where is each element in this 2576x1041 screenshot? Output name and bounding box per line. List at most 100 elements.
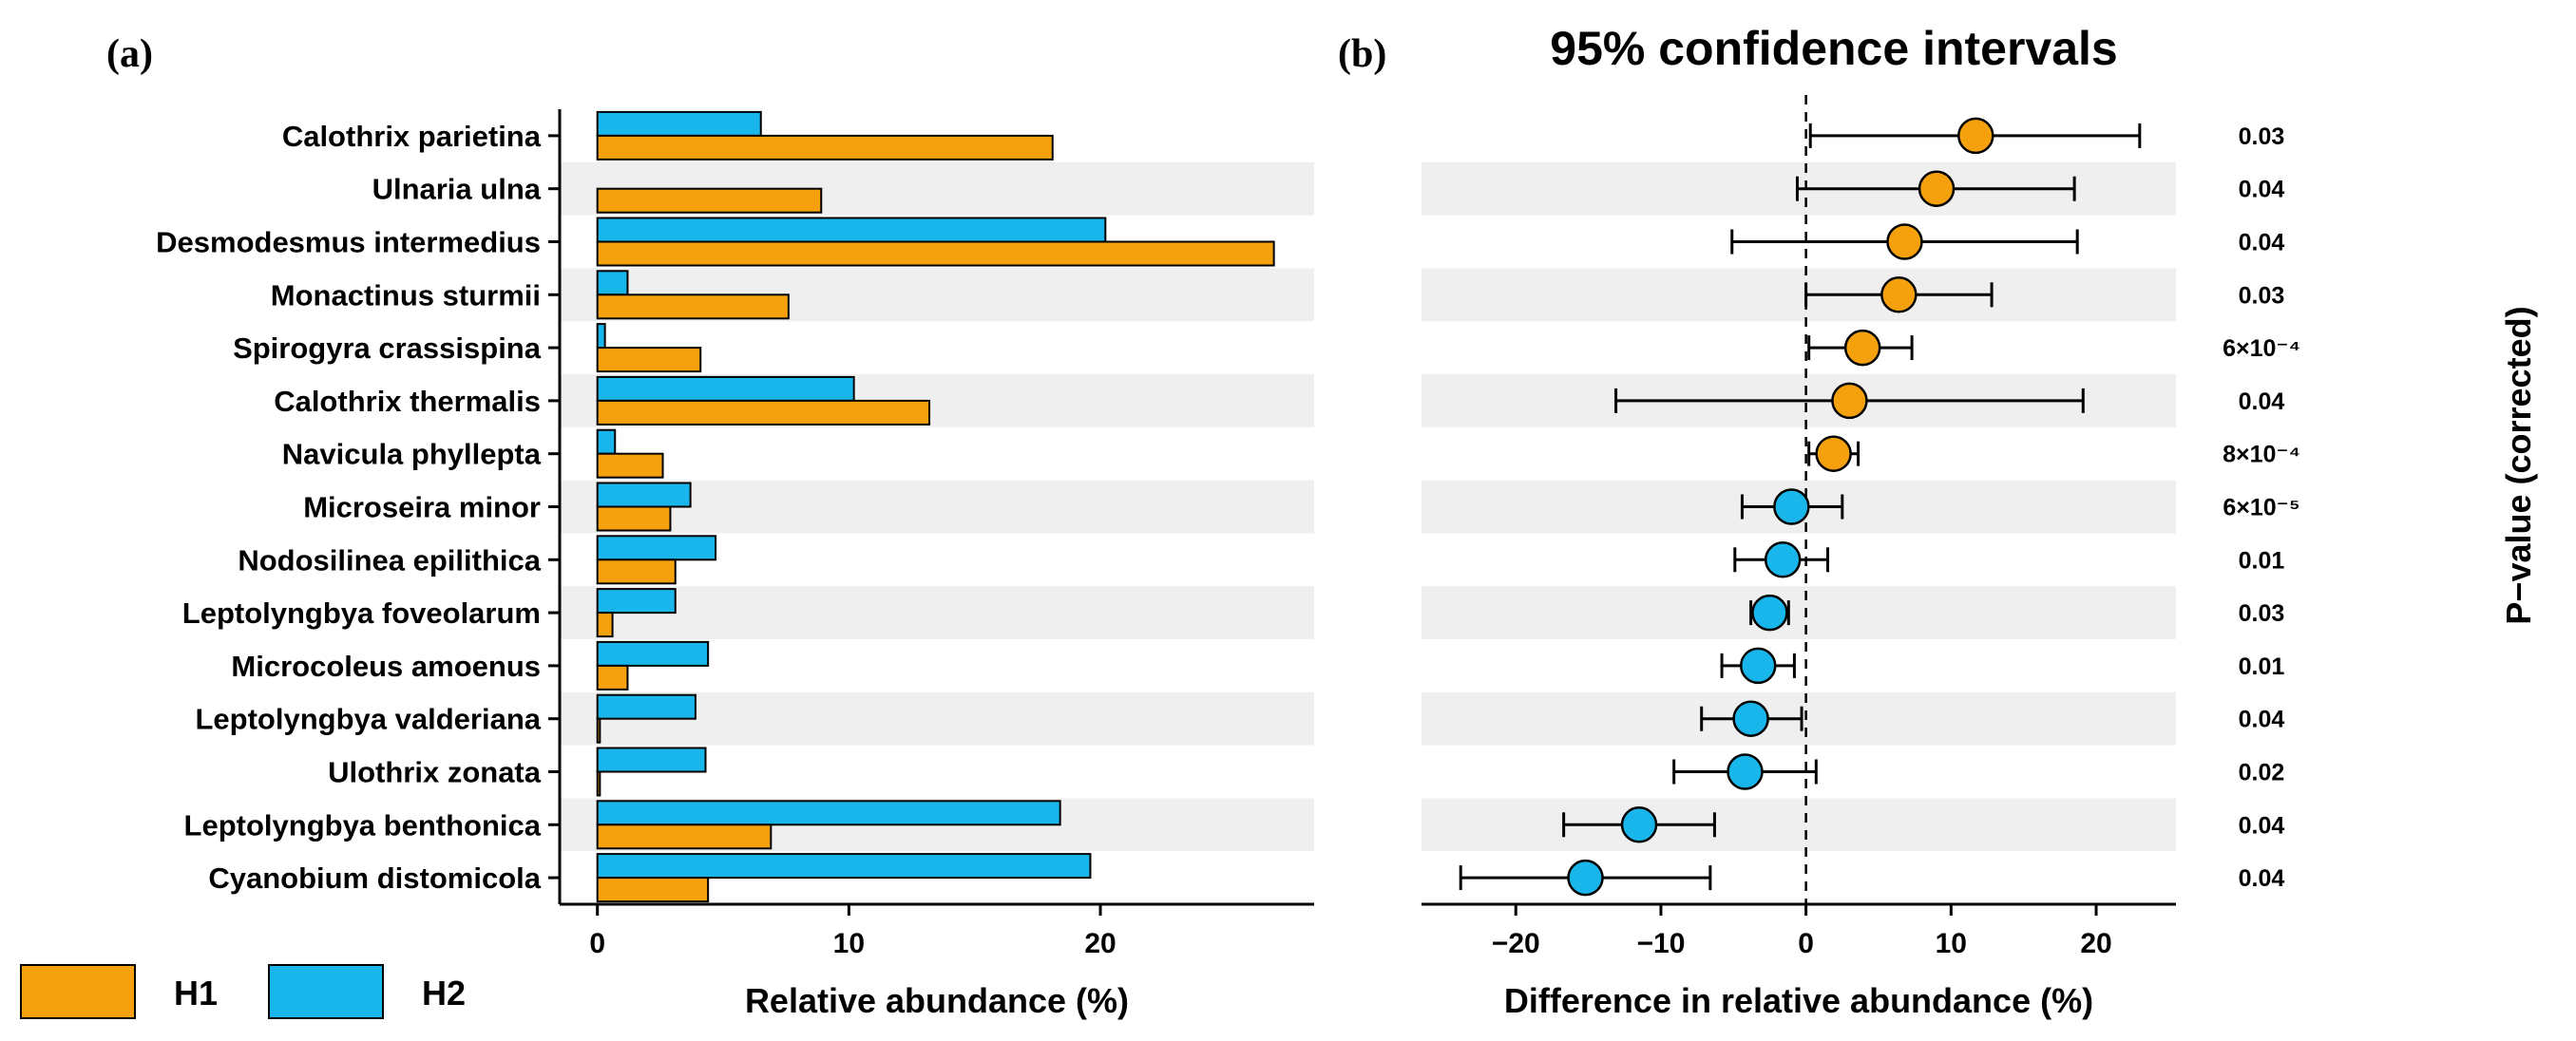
species-label: Microseira minor	[303, 491, 541, 524]
p-value-label: 0.04	[2239, 865, 2285, 892]
estimate-point	[1567, 859, 1604, 897]
p-value-label: 8×10⁻⁴	[2223, 442, 2300, 468]
bar-h2	[596, 535, 717, 561]
panel-a-bars	[596, 110, 1275, 903]
species-label: Leptolyngbya foveolarum	[182, 596, 541, 630]
estimate-point	[1727, 753, 1764, 790]
legend-label-h1: H1	[174, 974, 218, 1013]
p-value-labels: 0.03 0.04 0.04 0.03 6×10⁻⁴ 0.04 8×10⁻⁴ 6×10⁻⁵ 0.…	[2223, 123, 2300, 892]
row-band	[560, 586, 1314, 639]
panel-b-x-ticks: −20 −10 0 10 20	[1492, 904, 2112, 959]
bar-h1	[596, 187, 823, 214]
bar-h2	[596, 375, 855, 402]
panel-a-x-axis-label: Relative abundance (%)	[745, 981, 1129, 1020]
row-band	[1422, 586, 2176, 639]
bar-h1	[596, 558, 677, 585]
x-tick-label: −20	[1492, 928, 1540, 959]
bar-h1	[596, 770, 601, 797]
species-label: Leptolyngbya valderiana	[196, 703, 542, 736]
bar-h1	[596, 877, 710, 903]
bar-h1	[596, 612, 614, 638]
species-label: Leptolyngbya benthonica	[184, 808, 542, 842]
estimate-point	[1886, 223, 1923, 260]
panel-b-x-axis-label: Difference in relative abundance (%)	[1504, 981, 2093, 1020]
estimate-point	[1880, 276, 1918, 313]
x-tick-label: 20	[2080, 928, 2111, 959]
bar-h2	[596, 640, 710, 667]
estimate-point	[1843, 329, 1881, 367]
x-tick-label: −10	[1636, 928, 1685, 959]
bar-h2	[596, 217, 1107, 243]
bar-h1	[596, 452, 664, 479]
p-value-label: 0.01	[2239, 547, 2285, 574]
p-value-label: 0.04	[2239, 707, 2285, 733]
bar-h1	[596, 823, 773, 850]
x-tick-label: 20	[1084, 928, 1116, 959]
p-value-axis-label: P−value (corrected)	[2499, 306, 2538, 624]
species-label: Nodosilinea epilithica	[238, 543, 541, 577]
bar-h1	[596, 505, 672, 532]
row-band	[1422, 268, 2176, 322]
x-tick-label: 10	[1936, 928, 1967, 959]
p-value-label: 0.04	[2239, 177, 2285, 203]
legend-swatch-h1	[20, 964, 136, 1019]
bar-h2	[596, 693, 696, 720]
estimate-point	[1773, 488, 1810, 525]
species-label: Monactinus sturmii	[271, 278, 541, 312]
p-value-label: 0.01	[2239, 653, 2285, 680]
species-label: Navicula phyllepta	[282, 438, 542, 471]
p-value-label: 6×10⁻⁴	[2223, 335, 2300, 362]
legend: H1 H2	[20, 964, 466, 1019]
species-label: Ulothrix zonata	[328, 756, 542, 789]
legend-label-h2: H2	[422, 974, 466, 1013]
panel-a-x-ticks: 0 10 20	[589, 904, 1116, 959]
p-value-label: 0.04	[2239, 388, 2285, 415]
panel-b-label: (b)	[1338, 32, 1386, 76]
bar-h2	[596, 482, 692, 508]
estimate-point	[1620, 806, 1658, 843]
species-labels: Calothrix parietina Ulnaria ulna Desmodesm…	[156, 120, 560, 895]
estimate-point	[1918, 170, 1956, 207]
bar-h1	[596, 240, 1275, 267]
panel-b: −20 −10 0 10 20 Difference in relative abund…	[1422, 95, 2538, 1020]
species-label: Ulnaria ulna	[372, 173, 542, 206]
bar-h2	[596, 110, 762, 137]
p-value-label: 0.02	[2239, 760, 2285, 786]
chart-title: 95% confidence intervals	[1550, 22, 2117, 75]
estimate-point	[1764, 541, 1802, 578]
bar-h2	[596, 588, 677, 615]
panel-a-row-bands	[560, 161, 1314, 852]
bar-h2	[596, 853, 1092, 880]
bar-h2	[596, 270, 629, 296]
x-tick-label: 0	[589, 928, 605, 959]
estimate-point	[1739, 647, 1777, 685]
p-value-label: 0.04	[2239, 812, 2285, 839]
p-value-label: 0.03	[2239, 600, 2285, 627]
estimate-point	[1732, 700, 1769, 737]
species-label: Cyanobium distomicola	[208, 861, 541, 895]
bar-h1	[596, 347, 702, 373]
p-value-label: 0.03	[2239, 123, 2285, 150]
species-label: Spirogyra crassispina	[233, 331, 542, 365]
estimate-point	[1831, 382, 1868, 420]
bar-h1	[596, 399, 931, 426]
p-value-label: 0.03	[2239, 282, 2285, 309]
bar-h1	[596, 134, 1054, 161]
bar-h1	[596, 664, 629, 691]
species-label: Calothrix parietina	[282, 120, 542, 153]
bar-h2	[596, 747, 707, 773]
species-label: Calothrix thermalis	[274, 385, 541, 418]
x-tick-label: 0	[1798, 928, 1814, 959]
p-value-label: 6×10⁻⁵	[2223, 495, 2299, 521]
species-label: Desmodesmus intermedius	[156, 226, 541, 259]
estimate-points	[1567, 117, 1994, 897]
legend-swatch-h2	[268, 964, 384, 1019]
bar-h2	[596, 323, 606, 350]
panel-a-label: (a)	[106, 32, 153, 76]
panel-a: Calothrix parietina Ulnaria ulna Desmodesm…	[156, 109, 1314, 1020]
p-value-label: 0.04	[2239, 230, 2285, 256]
species-label: Microcoleus amoenus	[231, 650, 541, 683]
x-tick-label: 10	[833, 928, 865, 959]
row-band	[1422, 798, 2176, 852]
bar-h2	[596, 800, 1061, 826]
